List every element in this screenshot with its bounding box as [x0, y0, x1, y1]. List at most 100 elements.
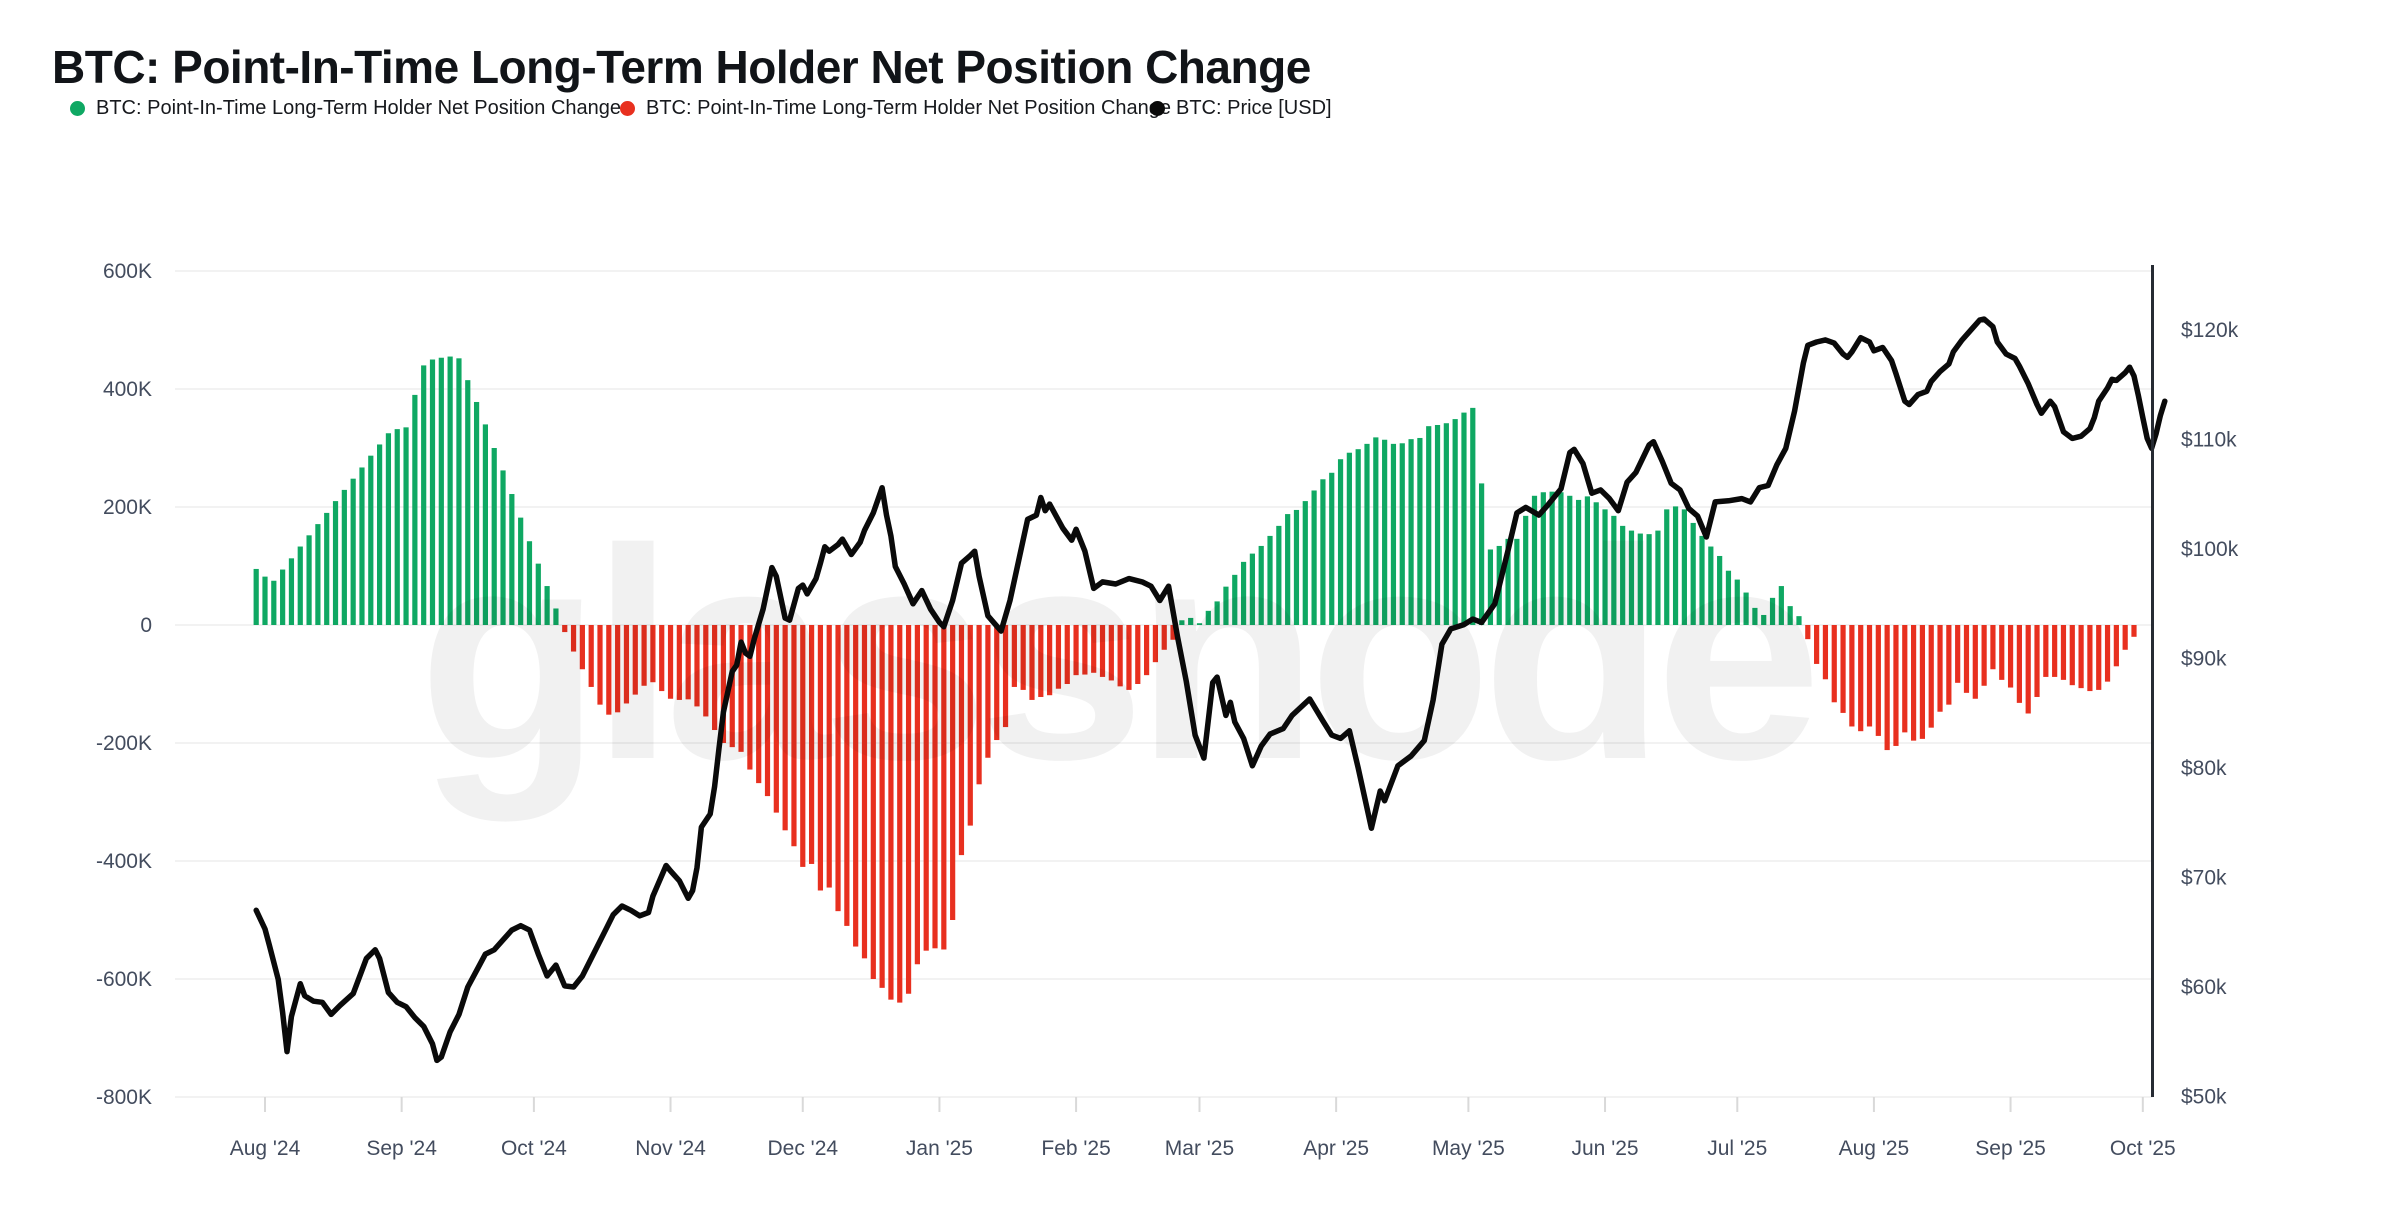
bar-negative: [667, 625, 674, 699]
bar-positive: [509, 494, 515, 625]
bar-positive: [535, 563, 541, 625]
bar-negative: [2096, 625, 2102, 690]
bar-negative: [932, 625, 938, 949]
bar-positive: [1584, 496, 1590, 625]
bar-positive: [1681, 509, 1687, 625]
legend: BTC: Point-In-Time Long-Term Holder Net …: [0, 94, 2400, 122]
bar-positive: [1664, 509, 1670, 625]
y-axis-right: $120k $110k $100k $90k $80k $70k $60k $50k: [2181, 319, 2239, 1109]
bar-positive: [1452, 419, 1458, 625]
bar-negative: [870, 625, 876, 979]
bar-negative: [923, 625, 929, 951]
bar-negative: [808, 625, 815, 864]
bar-positive: [1796, 616, 1802, 625]
bar-positive: [1382, 439, 1388, 625]
bar-positive: [1302, 501, 1308, 625]
bar-negative: [1963, 625, 1970, 693]
bar-negative: [685, 625, 691, 700]
bar-negative: [897, 625, 903, 1003]
bar-positive: [341, 489, 347, 625]
y-axis-left-label: -400K: [96, 850, 152, 873]
bar-positive: [1205, 610, 1211, 625]
bar-positive: [1346, 452, 1352, 625]
bar-positive: [1258, 545, 1264, 625]
bar-negative: [1858, 625, 1864, 732]
bar-positive: [377, 444, 383, 625]
legend-item-price[interactable]: BTC: Price [USD]: [1150, 94, 1332, 122]
bar-negative: [879, 625, 885, 988]
bar-negative: [817, 625, 824, 891]
legend-item-ltn-positive[interactable]: BTC: Point-In-Time Long-Term Holder Net …: [70, 94, 621, 122]
bar-negative: [1902, 625, 1908, 733]
y-axis-left-label: 200K: [103, 496, 152, 519]
bar-negative: [694, 625, 700, 707]
bar-negative: [844, 625, 850, 926]
bar-positive: [1461, 412, 1467, 625]
bar-negative: [2113, 625, 2119, 667]
bar-positive: [1232, 574, 1238, 625]
bar-negative: [2122, 625, 2128, 650]
bar-positive: [1276, 525, 1282, 625]
bar-negative: [1047, 625, 1053, 696]
bar-positive: [1223, 586, 1229, 625]
bar-negative: [1937, 625, 1943, 712]
bar-negative: [1073, 625, 1079, 676]
page-title: BTC: Point-In-Time Long-Term Holder Net …: [52, 41, 1311, 93]
bar-negative: [1064, 625, 1070, 684]
bar-positive: [1390, 443, 1397, 625]
bar-negative: [597, 625, 603, 705]
bar-positive: [1743, 592, 1749, 625]
legend-label: BTC: Point-In-Time Long-Term Holder Net …: [96, 96, 622, 119]
y-axis-left-label: 0: [140, 614, 152, 637]
bar-negative: [1999, 625, 2005, 680]
bar-negative: [1029, 625, 1035, 700]
x-axis-label: Oct '25: [2110, 1137, 2176, 1160]
bar-positive: [1188, 617, 1194, 625]
bar-positive: [1593, 502, 1599, 625]
bar-positive: [1408, 439, 1414, 625]
bar-positive: [403, 427, 409, 625]
bar-positive: [1267, 535, 1273, 625]
bar-negative: [1170, 625, 1176, 640]
bar-negative: [2034, 625, 2040, 697]
y-axis-left-label: -600K: [96, 968, 152, 991]
bar-negative: [985, 625, 991, 758]
x-axis-label: May '25: [1432, 1137, 1505, 1160]
bar-negative: [1117, 625, 1123, 687]
bar-positive: [1443, 423, 1449, 625]
y-axis-right-label: $70k: [2181, 867, 2227, 890]
bar-negative: [570, 625, 577, 652]
bar-positive: [1479, 483, 1485, 625]
bar-negative: [729, 625, 735, 748]
bar-positive: [1337, 459, 1344, 625]
bar-negative: [905, 625, 912, 994]
bar-positive: [1708, 546, 1714, 625]
legend-label: BTC: Point-In-Time Long-Term Holder Net …: [646, 96, 1172, 119]
bar-negative: [676, 625, 682, 700]
y-axis-right-label: $120k: [2181, 319, 2239, 342]
bar-positive: [1769, 597, 1776, 625]
bar-negative: [1972, 625, 1978, 699]
bar-negative: [1135, 625, 1141, 684]
bar-negative: [2069, 625, 2075, 686]
bar-negative: [606, 625, 612, 715]
y-axis-right-label: $90k: [2181, 648, 2227, 671]
bar-positive: [465, 380, 471, 625]
bar-positive: [456, 358, 462, 625]
bar-positive: [1646, 534, 1652, 625]
bar-negative: [1831, 625, 1837, 703]
bar-positive: [491, 448, 497, 625]
bar-negative: [800, 625, 806, 867]
bar-positive: [526, 541, 533, 625]
bar-positive: [253, 568, 259, 625]
bar-negative: [1038, 625, 1044, 697]
legend-dot-black-icon: [1150, 100, 1165, 116]
bar-positive: [438, 357, 444, 625]
bar-negative: [1011, 625, 1017, 687]
bar-positive: [1417, 437, 1423, 625]
bar-positive: [1355, 449, 1361, 625]
bar-negative: [835, 625, 841, 912]
bar-negative: [764, 625, 771, 797]
legend-item-ltn-negative[interactable]: BTC: Point-In-Time Long-Term Holder Net …: [620, 94, 1171, 122]
